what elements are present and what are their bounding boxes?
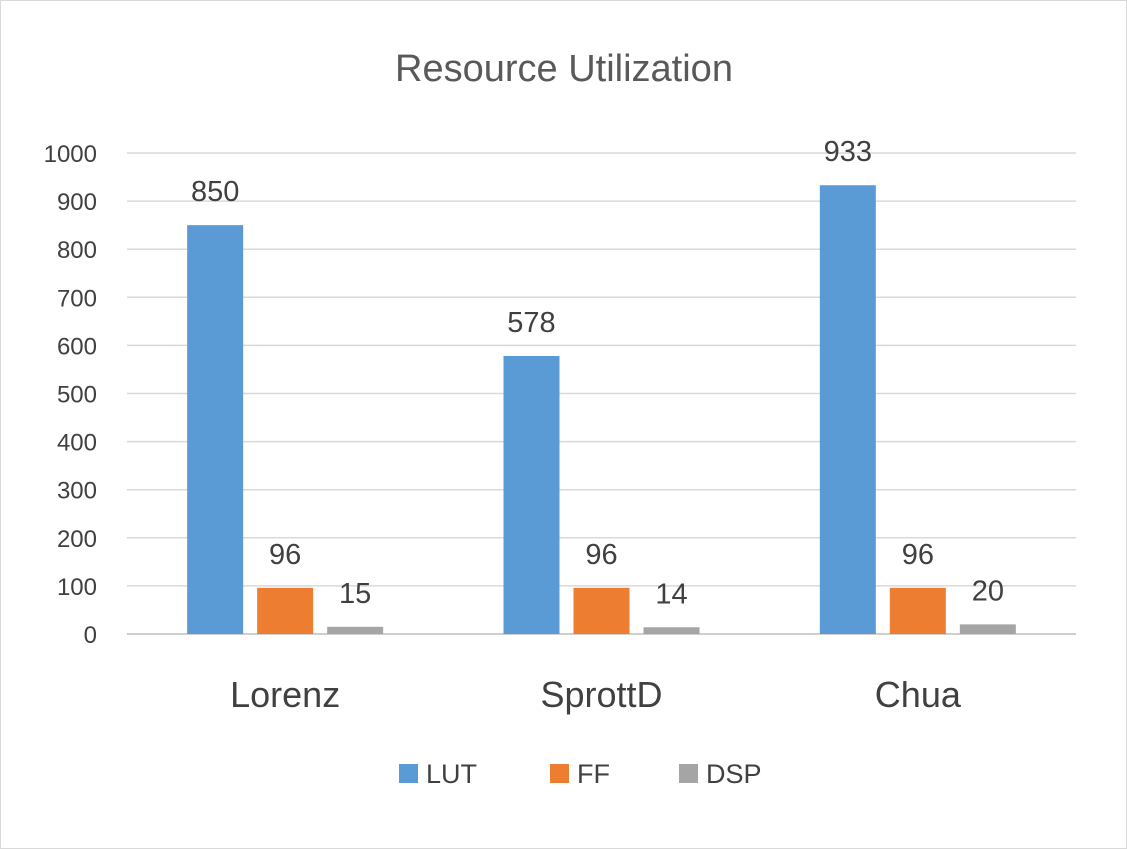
- chart-title: Resource Utilization: [395, 48, 733, 90]
- bar-ff-chua: [889, 587, 946, 634]
- legend-swatch-lut: [399, 764, 418, 783]
- bar-lut-sprottd: [503, 355, 560, 634]
- data-label: 15: [339, 578, 371, 610]
- y-tick-label: 700: [57, 285, 97, 312]
- y-tick-label: 0: [84, 622, 97, 649]
- y-tick-label: 300: [57, 478, 97, 505]
- x-tick-label: SprottD: [540, 674, 662, 715]
- bar-dsp-sprottd: [643, 627, 700, 634]
- data-label: 933: [824, 136, 872, 168]
- legend: LUT FF DSP: [399, 759, 762, 789]
- data-label: 14: [655, 578, 687, 610]
- bars: [187, 185, 1016, 635]
- y-axis-ticks: 0 100 200 300 400 500 600 700 800 900 1000: [44, 141, 97, 649]
- data-label: 96: [585, 539, 617, 571]
- y-tick-label: 800: [57, 237, 97, 264]
- legend-label-ff: FF: [577, 759, 610, 789]
- y-tick-label: 600: [57, 333, 97, 360]
- legend-swatch-ff: [550, 764, 569, 783]
- bar-ff-lorenz: [257, 587, 314, 634]
- y-tick-label: 1000: [44, 141, 97, 168]
- y-tick-label: 900: [57, 189, 97, 216]
- data-label: 850: [191, 176, 239, 208]
- bar-dsp-lorenz: [327, 626, 384, 634]
- x-tick-label: Lorenz: [230, 674, 340, 715]
- y-tick-label: 400: [57, 430, 97, 457]
- y-tick-label: 100: [57, 574, 97, 601]
- y-tick-label: 500: [57, 382, 97, 409]
- y-tick-label: 200: [57, 526, 97, 553]
- data-label: 96: [902, 539, 934, 571]
- data-labels: 850 96 15 578 96 14 933 96 20: [191, 136, 1004, 610]
- legend-label-dsp: DSP: [706, 759, 762, 789]
- data-label: 20: [972, 575, 1004, 607]
- bar-lut-chua: [819, 185, 876, 635]
- legend-label-lut: LUT: [426, 759, 477, 789]
- bar-lut-lorenz: [187, 225, 244, 634]
- x-tick-label: Chua: [875, 674, 962, 715]
- data-label: 96: [269, 539, 301, 571]
- x-axis-ticks: Lorenz SprottD Chua: [230, 674, 962, 715]
- bar-ff-sprottd: [573, 587, 630, 634]
- data-label: 578: [507, 307, 555, 339]
- bar-dsp-chua: [959, 624, 1016, 634]
- legend-swatch-dsp: [679, 764, 698, 783]
